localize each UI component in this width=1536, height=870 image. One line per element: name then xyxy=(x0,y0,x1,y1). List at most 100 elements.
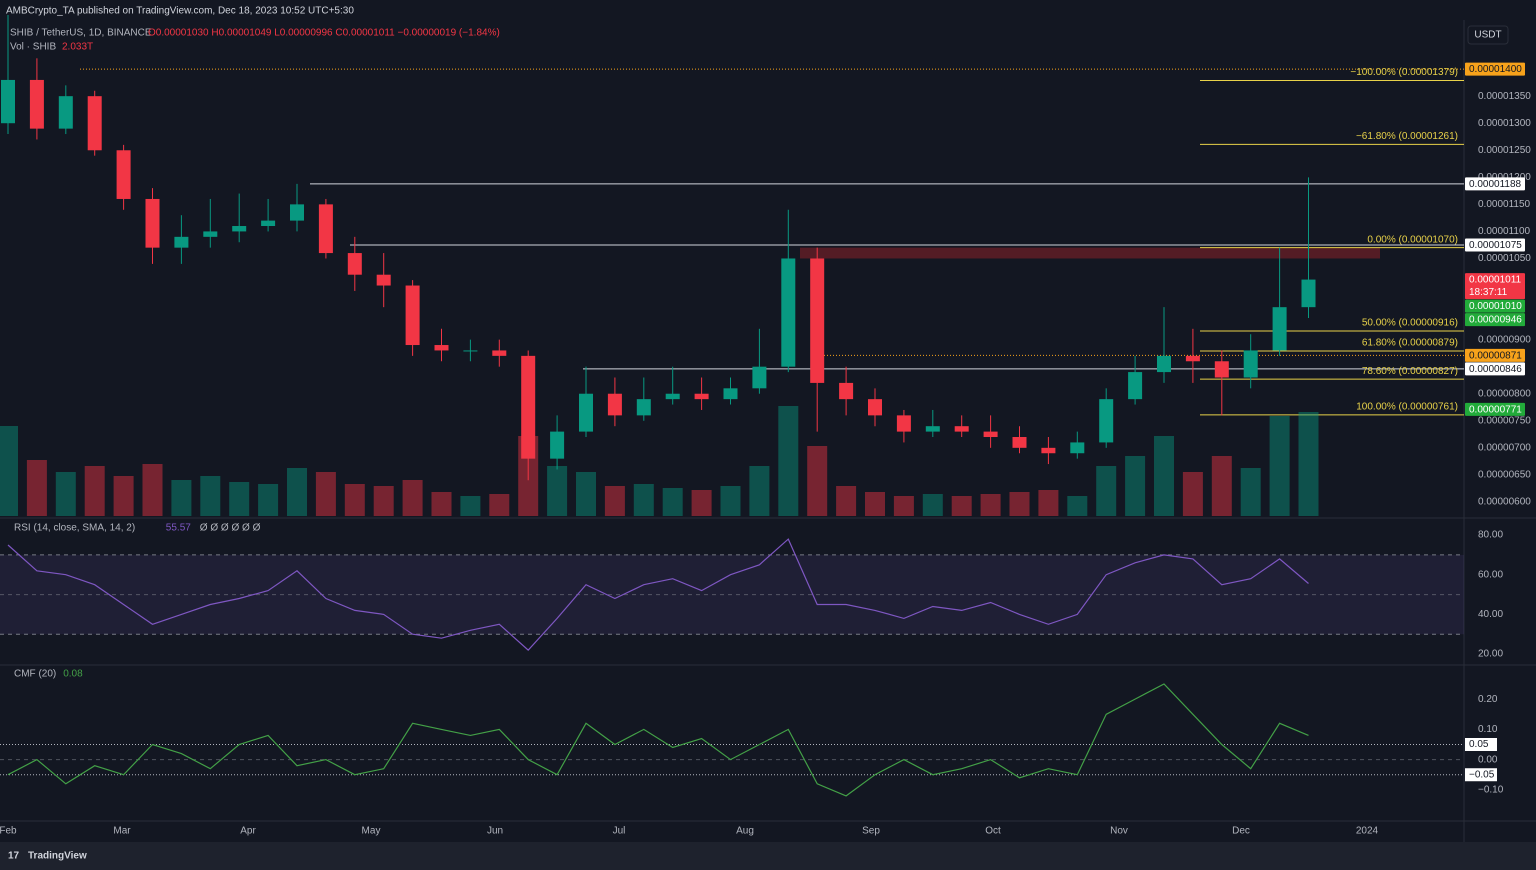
level-badge xyxy=(1465,768,1497,782)
resistance-zone xyxy=(800,247,1380,259)
candle-body xyxy=(1243,350,1258,378)
candle-body xyxy=(318,204,333,254)
y-tick-label: 0.00000600 xyxy=(1478,497,1531,508)
y-tick-label: 0.00000900 xyxy=(1478,334,1531,345)
ohlc: O0.00001030 H0.00001049 L0.00000996 C0.0… xyxy=(148,28,500,39)
indicator-value: 0.08 xyxy=(63,669,83,680)
candle-body xyxy=(694,393,709,400)
x-tick-label: Feb xyxy=(0,826,17,837)
volume-bar xyxy=(229,482,250,516)
volume-bar xyxy=(258,484,279,516)
price-badge-label: 0.00001010 xyxy=(1469,301,1522,312)
volume-bar xyxy=(0,426,18,516)
volume-bar xyxy=(431,492,452,516)
volume-bar xyxy=(1038,490,1059,516)
candle-body xyxy=(145,198,160,248)
candle-body xyxy=(579,393,593,432)
volume-name: Vol · SHIB xyxy=(10,42,56,53)
volume-bar xyxy=(662,488,683,516)
price-badge xyxy=(1465,299,1525,313)
y-tick-label: −0.10 xyxy=(1478,784,1504,795)
x-tick-label: Nov xyxy=(1110,826,1128,837)
footer-logo: TradingView xyxy=(28,851,87,862)
x-tick-label: Dec xyxy=(1232,826,1250,837)
candle-body xyxy=(116,150,131,199)
candle-body xyxy=(1099,399,1114,443)
y-tick-label: 0.00000650 xyxy=(1478,470,1531,481)
candle-body xyxy=(954,426,969,432)
indicator-symbols: Ø Ø Ø Ø Ø Ø xyxy=(200,523,261,534)
candle-body xyxy=(174,236,189,248)
logo-mark: 17 xyxy=(8,851,20,862)
candle-body xyxy=(405,285,420,346)
volume-bar xyxy=(55,472,76,516)
y-tick-label: 0.00000800 xyxy=(1478,388,1531,399)
volume-bar xyxy=(720,486,741,516)
candle-body xyxy=(1185,355,1200,362)
candle-body xyxy=(665,393,680,400)
candle-body xyxy=(1157,355,1171,373)
volume-bar xyxy=(922,494,943,516)
volume-bar xyxy=(26,460,47,516)
indicator-title: CMF (20) xyxy=(14,669,56,680)
candle-body xyxy=(983,431,998,438)
y-tick-label: 0.00001300 xyxy=(1478,118,1531,129)
y-tick-label: 0.00001350 xyxy=(1478,91,1531,102)
price-badge xyxy=(1465,313,1525,327)
symbol: SHIB / TetherUS, 1D, BINANCE xyxy=(10,28,152,39)
volume-bar xyxy=(980,494,1001,516)
candle-body xyxy=(1012,437,1027,448)
indicator-title: RSI (14, close, SMA, 14, 2) xyxy=(14,523,135,534)
y-tick-label: 60.00 xyxy=(1478,569,1503,580)
volume-bar xyxy=(807,446,828,516)
level-badge-label: 0.05 xyxy=(1469,739,1489,750)
y-tick-label: 40.00 xyxy=(1478,609,1503,620)
indicator-line xyxy=(7,683,1309,797)
candle-body xyxy=(896,415,911,432)
candle-body xyxy=(1272,307,1287,351)
candle-body xyxy=(87,96,102,151)
candle-body xyxy=(521,355,536,459)
y-tick-label: 0.00001100 xyxy=(1478,226,1531,237)
price-badge xyxy=(1465,402,1525,416)
volume-bar xyxy=(489,494,510,516)
volume-bar xyxy=(315,472,336,516)
fib-label: −100.00% (0.00001379) xyxy=(1350,67,1458,78)
volume-bar xyxy=(778,406,799,516)
x-tick-label: Apr xyxy=(240,826,256,837)
volume-bar xyxy=(1009,492,1030,516)
volume-bar xyxy=(142,464,163,516)
currency-box[interactable] xyxy=(1467,25,1509,45)
x-tick-label: Aug xyxy=(736,826,754,837)
price-badge xyxy=(1465,362,1525,376)
y-tick-label: 0.00000700 xyxy=(1478,442,1531,453)
candle-body xyxy=(1041,447,1056,454)
x-tick-label: 2024 xyxy=(1356,826,1379,837)
volume-bar xyxy=(604,486,625,516)
volume-bar xyxy=(1154,436,1174,516)
candle-body xyxy=(492,350,507,356)
y-tick-label: 0.00001150 xyxy=(1478,199,1531,210)
volume-bar xyxy=(1298,412,1319,516)
fib-label: 61.80% (0.00000879) xyxy=(1362,338,1458,349)
volume-bar xyxy=(1182,472,1203,516)
volume-value: 2.033T xyxy=(62,42,93,53)
candle-body xyxy=(232,226,247,232)
volume-bar xyxy=(113,476,134,516)
price-badge xyxy=(1465,238,1525,252)
volume-bar xyxy=(1269,416,1290,516)
candle-body xyxy=(290,204,304,221)
price-badge xyxy=(1465,62,1525,76)
volume-bar xyxy=(171,480,192,516)
candle-body xyxy=(607,393,622,416)
volume-bar xyxy=(1067,496,1088,516)
fib-label: 0.00% (0.00001070) xyxy=(1367,234,1458,245)
x-tick-label: Sep xyxy=(862,826,880,837)
x-tick-label: Jul xyxy=(613,826,626,837)
y-tick-label: 20.00 xyxy=(1478,649,1503,660)
candle-body xyxy=(810,258,825,383)
y-tick-label: 0.20 xyxy=(1478,694,1498,705)
y-tick-label: 0.00000750 xyxy=(1478,415,1531,426)
